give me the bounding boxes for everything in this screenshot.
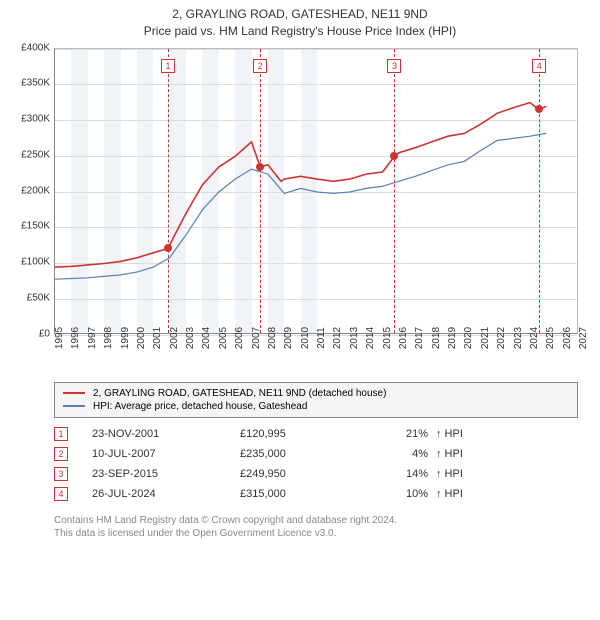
x-tick-label: 2001 bbox=[152, 326, 163, 348]
footer: Contains HM Land Registry data © Crown c… bbox=[54, 514, 578, 541]
x-tick-label: 1997 bbox=[87, 326, 98, 348]
legend-label: HPI: Average price, detached house, Gate… bbox=[93, 401, 307, 412]
sale-row-date: 26-JUL-2024 bbox=[92, 488, 232, 500]
sale-row-price: £235,000 bbox=[240, 448, 350, 460]
sales-table: 1 23-NOV-2001 £120,995 21% ↑ HPI 2 10-JUL-2007… bbox=[54, 424, 578, 504]
y-tick-label: £50K bbox=[10, 292, 50, 303]
x-tick-label: 2004 bbox=[201, 326, 212, 348]
sale-marker-dot bbox=[164, 244, 172, 252]
x-tick-label: 2022 bbox=[496, 326, 507, 348]
y-tick-label: £100K bbox=[10, 257, 50, 268]
y-tick-label: £400K bbox=[10, 42, 50, 53]
sale-row-pct: 10% bbox=[358, 488, 428, 500]
x-tick-label: 2006 bbox=[234, 326, 245, 348]
legend-row-price-paid: 2, GRAYLING ROAD, GATESHEAD, NE11 9ND (d… bbox=[63, 387, 569, 400]
y-tick-label: £250K bbox=[10, 149, 50, 160]
sale-marker-box: 3 bbox=[387, 59, 401, 73]
x-tick-label: 2021 bbox=[480, 326, 491, 348]
x-tick-label: 1995 bbox=[54, 326, 65, 348]
sale-row-date: 10-JUL-2007 bbox=[92, 448, 232, 460]
sale-row-hpi: ↑ HPI bbox=[436, 488, 496, 500]
legend-swatch bbox=[63, 405, 85, 407]
x-tick-label: 2012 bbox=[332, 326, 343, 348]
x-tick-label: 1996 bbox=[70, 326, 81, 348]
sale-marker-dot bbox=[390, 152, 398, 160]
x-tick-label: 2024 bbox=[529, 326, 540, 348]
x-tick-label: 2007 bbox=[251, 326, 262, 348]
x-tick-label: 2009 bbox=[283, 326, 294, 348]
x-tick-label: 2008 bbox=[267, 326, 278, 348]
sale-marker-dot bbox=[535, 105, 543, 113]
chart-area: 1 2 3 4 £0 £50K £100K £150K £200K £250K £300K £350… bbox=[10, 44, 590, 374]
y-tick-label: £300K bbox=[10, 114, 50, 125]
series-line bbox=[55, 133, 546, 279]
sale-marker-box: 1 bbox=[161, 59, 175, 73]
x-tick-label: 2023 bbox=[513, 326, 524, 348]
legend-swatch bbox=[63, 392, 85, 394]
y-tick-label: £200K bbox=[10, 185, 50, 196]
sale-row-hpi: ↑ HPI bbox=[436, 428, 496, 440]
x-tick-label: 2019 bbox=[447, 326, 458, 348]
y-tick-label: £0 bbox=[10, 328, 50, 339]
sale-row-pct: 21% bbox=[358, 428, 428, 440]
y-tick-label: £350K bbox=[10, 78, 50, 89]
legend-label: 2, GRAYLING ROAD, GATESHEAD, NE11 9ND (d… bbox=[93, 388, 386, 399]
sale-marker-box: 2 bbox=[253, 59, 267, 73]
footer-copyright: Contains HM Land Registry data © Crown c… bbox=[54, 514, 578, 528]
sale-row-hpi: ↑ HPI bbox=[436, 468, 496, 480]
sale-marker-line bbox=[260, 49, 261, 333]
x-tick-label: 2000 bbox=[136, 326, 147, 348]
table-row: 3 23-SEP-2015 £249,950 14% ↑ HPI bbox=[54, 464, 578, 484]
sale-row-hpi: ↑ HPI bbox=[436, 448, 496, 460]
sale-marker-line bbox=[539, 49, 540, 333]
sale-row-date: 23-NOV-2001 bbox=[92, 428, 232, 440]
x-tick-label: 2016 bbox=[398, 326, 409, 348]
x-tick-label: 2011 bbox=[316, 327, 327, 349]
x-tick-label: 2020 bbox=[463, 326, 474, 348]
table-row: 1 23-NOV-2001 £120,995 21% ↑ HPI bbox=[54, 424, 578, 444]
x-tick-label: 1998 bbox=[103, 326, 114, 348]
footer-licence: This data is licensed under the Open Gov… bbox=[54, 527, 578, 541]
legend-row-hpi: HPI: Average price, detached house, Gate… bbox=[63, 400, 569, 413]
x-tick-label: 2010 bbox=[300, 326, 311, 348]
sale-row-index: 1 bbox=[54, 427, 68, 441]
sale-row-index: 2 bbox=[54, 447, 68, 461]
title-subtitle: Price paid vs. HM Land Registry's House … bbox=[10, 23, 590, 40]
sale-row-date: 23-SEP-2015 bbox=[92, 468, 232, 480]
sale-marker-dot bbox=[256, 163, 264, 171]
x-tick-label: 2005 bbox=[218, 326, 229, 348]
sale-row-price: £315,000 bbox=[240, 488, 350, 500]
x-tick-label: 1999 bbox=[120, 326, 131, 348]
sale-marker-line bbox=[394, 49, 395, 333]
x-tick-label: 2026 bbox=[562, 326, 573, 348]
sale-row-pct: 14% bbox=[358, 468, 428, 480]
chart-container: 2, GRAYLING ROAD, GATESHEAD, NE11 9ND Pr… bbox=[0, 0, 600, 547]
title-block: 2, GRAYLING ROAD, GATESHEAD, NE11 9ND Pr… bbox=[10, 6, 590, 40]
sale-row-price: £120,995 bbox=[240, 428, 350, 440]
title-address: 2, GRAYLING ROAD, GATESHEAD, NE11 9ND bbox=[10, 6, 590, 23]
sale-row-index: 3 bbox=[54, 467, 68, 481]
x-tick-label: 2027 bbox=[578, 326, 589, 348]
sale-row-price: £249,950 bbox=[240, 468, 350, 480]
y-tick-label: £150K bbox=[10, 221, 50, 232]
plot-region: 1 2 3 4 bbox=[54, 48, 578, 334]
line-layer bbox=[55, 49, 577, 333]
x-tick-label: 2015 bbox=[382, 326, 393, 348]
legend: 2, GRAYLING ROAD, GATESHEAD, NE11 9ND (d… bbox=[54, 382, 578, 418]
sale-marker-box: 4 bbox=[532, 59, 546, 73]
x-tick-label: 2003 bbox=[185, 326, 196, 348]
x-tick-label: 2013 bbox=[349, 326, 360, 348]
x-tick-label: 2025 bbox=[545, 326, 556, 348]
sale-marker-line bbox=[168, 49, 169, 333]
x-tick-label: 2018 bbox=[431, 326, 442, 348]
x-tick-label: 2017 bbox=[414, 326, 425, 348]
x-tick-label: 2014 bbox=[365, 326, 376, 348]
sale-row-index: 4 bbox=[54, 487, 68, 501]
table-row: 2 10-JUL-2007 £235,000 4% ↑ HPI bbox=[54, 444, 578, 464]
sale-row-pct: 4% bbox=[358, 448, 428, 460]
table-row: 4 26-JUL-2024 £315,000 10% ↑ HPI bbox=[54, 484, 578, 504]
series-line bbox=[55, 102, 546, 267]
x-tick-label: 2002 bbox=[169, 326, 180, 348]
